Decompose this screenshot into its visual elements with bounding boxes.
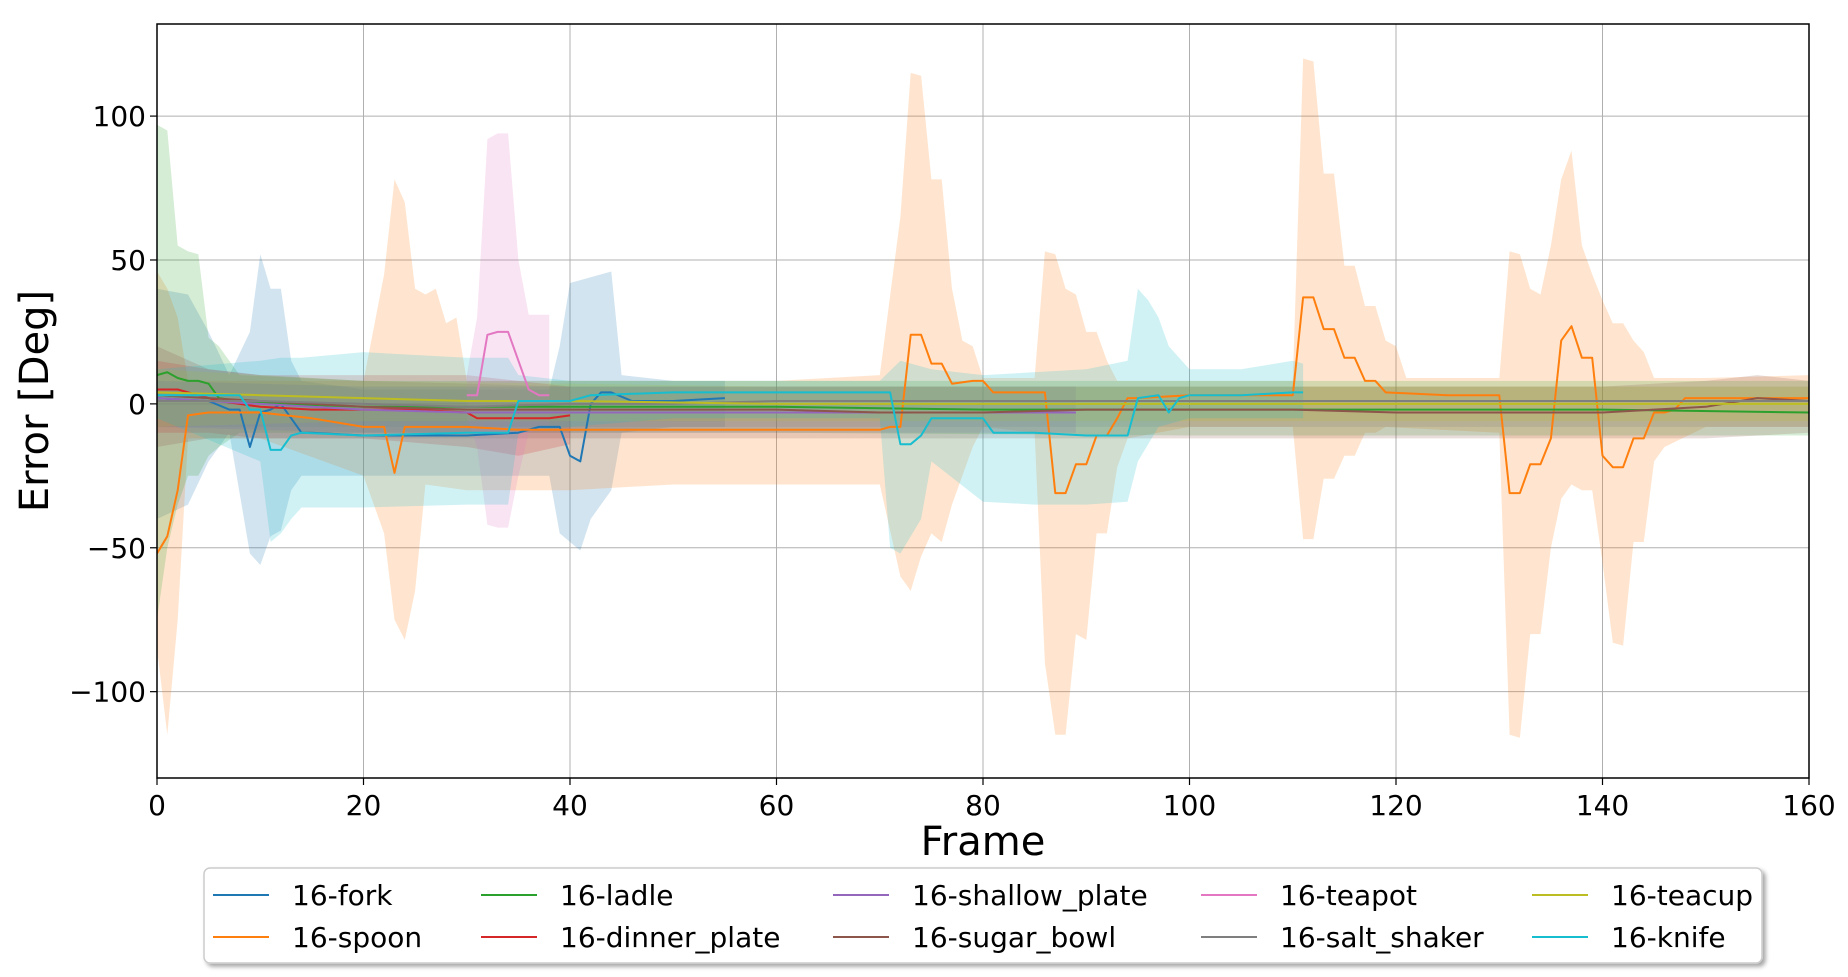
series-line-16-spoon bbox=[157, 296, 1809, 555]
y-tick-label: −100 bbox=[69, 676, 146, 709]
legend-label: 16-shallow_plate bbox=[912, 879, 1148, 912]
x-axis-label: Frame bbox=[921, 819, 1046, 865]
legend-label: 16-teacup bbox=[1611, 879, 1753, 912]
y-tick-label: 50 bbox=[110, 244, 146, 277]
legend-label: 16-teapot bbox=[1280, 879, 1417, 912]
legend-label: 16-spoon bbox=[292, 921, 422, 954]
x-tick-label: 40 bbox=[552, 789, 588, 822]
series-line-16-knife bbox=[157, 391, 1304, 451]
y-axis-label: Error [Deg] bbox=[12, 290, 58, 512]
x-axis-ticks: 0 20 40 60 80 100 120 140 160 bbox=[148, 778, 1836, 822]
series-lines bbox=[157, 296, 1809, 555]
y-axis-ticks: −100 −50 0 50 100 bbox=[69, 100, 157, 709]
x-tick-label: 140 bbox=[1576, 789, 1629, 822]
series-line-16-sugar_bowl bbox=[157, 394, 1809, 414]
legend-box bbox=[203, 867, 1763, 964]
error-band-16-spoon bbox=[157, 58, 1809, 738]
legend-label: 16-knife bbox=[1611, 921, 1726, 954]
x-tick-label: 120 bbox=[1369, 789, 1422, 822]
series-line-16-teacup bbox=[157, 391, 1809, 405]
legend-label: 16-salt_shaker bbox=[1280, 921, 1484, 954]
error-band-16-knife bbox=[157, 288, 1304, 554]
series-line-16-salt_shaker bbox=[157, 400, 1809, 408]
x-tick-label: 80 bbox=[965, 789, 1001, 822]
y-tick-label: 0 bbox=[128, 388, 146, 421]
y-tick-label: −50 bbox=[87, 532, 146, 565]
y-tick-label: 100 bbox=[93, 100, 146, 133]
x-tick-label: 60 bbox=[759, 789, 795, 822]
legend: 16-fork 16-spoon 16-ladle 16-dinner_plate 16… bbox=[203, 867, 1763, 964]
legend-label: 16-sugar_bowl bbox=[912, 921, 1116, 954]
error-band-16-sugar_bowl bbox=[157, 346, 1809, 447]
legend-label: 16-fork bbox=[292, 879, 393, 912]
series-line-16-teapot bbox=[466, 330, 550, 397]
x-tick-label: 100 bbox=[1163, 789, 1216, 822]
x-tick-label: 160 bbox=[1782, 789, 1835, 822]
legend-label: 16-dinner_plate bbox=[560, 921, 780, 954]
legend-label: 16-ladle bbox=[560, 879, 673, 912]
x-tick-label: 20 bbox=[346, 789, 382, 822]
x-tick-label: 0 bbox=[148, 789, 166, 822]
